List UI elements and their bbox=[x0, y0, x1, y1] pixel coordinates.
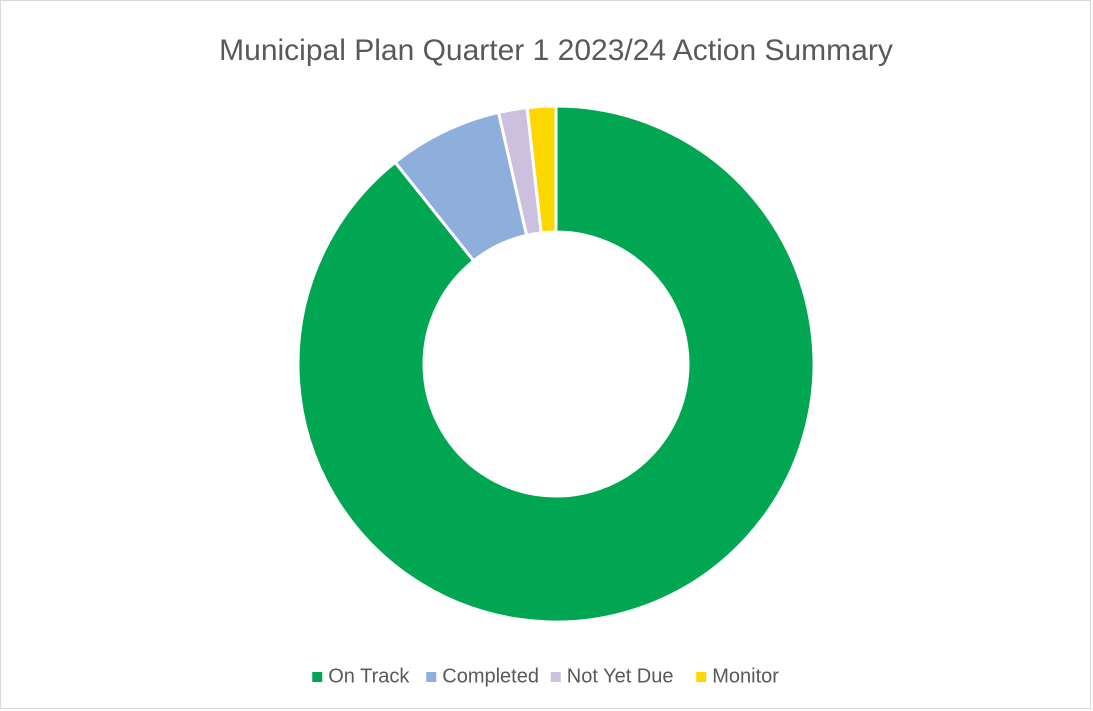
legend-swatch bbox=[312, 672, 323, 682]
legend-swatch bbox=[550, 672, 561, 682]
legend-swatch bbox=[696, 672, 707, 682]
legend-label: Completed bbox=[442, 665, 539, 687]
slice bbox=[525, 104, 558, 235]
chart-title: Municipal Plan Quarter 1 2023/24 Action … bbox=[219, 34, 893, 67]
legend-label: Monitor bbox=[712, 665, 779, 687]
legend-swatch bbox=[426, 672, 437, 682]
slice bbox=[296, 104, 816, 624]
legend-label: Not Yet Due bbox=[567, 665, 674, 687]
legend-label: On Track bbox=[328, 665, 410, 687]
